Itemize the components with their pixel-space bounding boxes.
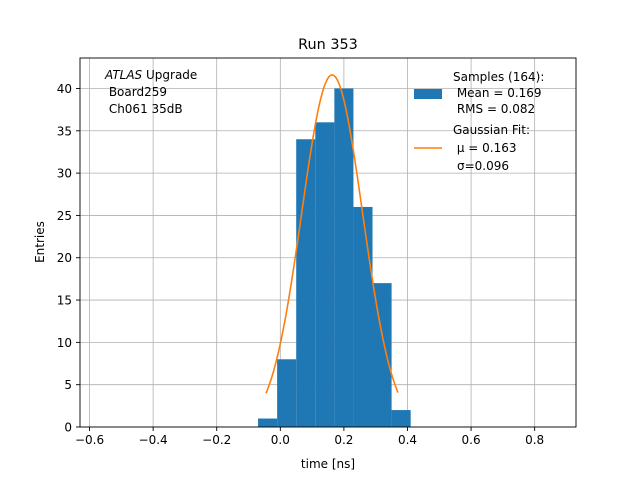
x-tick-label: −0.6 — [75, 433, 104, 447]
y-axis-label: Entries — [33, 221, 47, 263]
x-axis-label: time [ns] — [301, 457, 355, 471]
histogram-bar — [353, 206, 373, 427]
x-tick-label: 0.8 — [525, 433, 544, 447]
histogram-bar — [372, 283, 392, 427]
y-tick-label: 40 — [57, 82, 72, 96]
y-tick-label: 25 — [57, 209, 72, 223]
y-tick-label: 20 — [57, 251, 72, 265]
x-tick-label: −0.4 — [139, 433, 168, 447]
legend-hist-patch — [414, 89, 442, 99]
y-tick-label: 0 — [64, 421, 72, 435]
x-tick-label: 0.4 — [398, 433, 417, 447]
histogram-bar — [296, 139, 316, 427]
y-tick-label: 15 — [57, 294, 72, 308]
board-label: Board259 — [105, 85, 167, 99]
legend-fit-title: Gaussian Fit: — [453, 123, 530, 137]
svg-text:ATLAS Upgrade: ATLAS Upgrade — [104, 68, 197, 82]
y-tick-label: 30 — [57, 167, 72, 181]
x-tick-label: −0.2 — [202, 433, 231, 447]
legend-hist-title: Samples (164): — [453, 70, 544, 84]
histogram-bar — [277, 359, 297, 427]
histogram-bar — [315, 122, 335, 427]
legend-hist-mean: Mean = 0.169 — [453, 86, 542, 100]
chart-title: Run 353 — [298, 37, 358, 53]
y-tick-label: 35 — [57, 124, 72, 138]
legend-hist-rms: RMS = 0.082 — [453, 102, 535, 116]
histogram-bar — [334, 88, 354, 427]
atlas-label: ATLAS — [104, 68, 143, 82]
y-tick-label: 5 — [64, 378, 72, 392]
histogram-bars — [258, 88, 411, 427]
legend-fit-mu: μ = 0.163 — [453, 141, 517, 155]
legend: Samples (164): Mean = 0.169 RMS = 0.082 … — [414, 70, 544, 173]
upgrade-label: Upgrade — [142, 68, 197, 82]
legend-fit-sigma: σ=0.096 — [457, 159, 509, 173]
x-tick-label: 0.2 — [334, 433, 353, 447]
histogram-bar — [391, 410, 411, 427]
y-tick-label: 10 — [57, 336, 72, 350]
atlas-annotation: ATLAS Upgrade Board259 Ch061 35dB — [104, 68, 197, 116]
channel-label: Ch061 35dB — [105, 102, 183, 116]
x-tick-label: 0.0 — [271, 433, 290, 447]
y-axis-ticks: 0 5 10 15 20 25 30 35 40 — [57, 82, 80, 435]
gaussian-fit-curve — [265, 74, 399, 394]
plot-frame — [79, 57, 577, 428]
histogram-bar — [258, 418, 278, 427]
x-tick-label: 0.6 — [462, 433, 481, 447]
x-axis-ticks: −0.6 −0.4 −0.2 0.0 0.2 0.4 0.6 0.8 — [75, 427, 544, 447]
